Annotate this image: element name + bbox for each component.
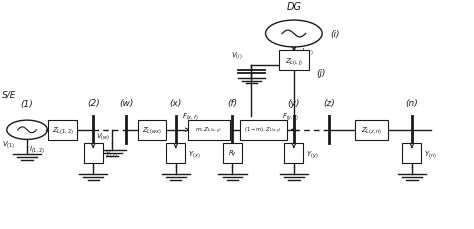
FancyBboxPatch shape (188, 120, 230, 140)
FancyBboxPatch shape (402, 144, 421, 164)
FancyBboxPatch shape (284, 144, 303, 164)
Text: S/E: S/E (2, 90, 17, 99)
Text: (x): (x) (170, 99, 182, 108)
Text: $(1-m).Z_{L(x,y)}$: $(1-m).Z_{L(x,y)}$ (244, 125, 282, 135)
Text: $Z_{L(z,n)}$: $Z_{L(z,n)}$ (361, 125, 383, 136)
Text: (1): (1) (21, 99, 34, 108)
Text: $Y_{(x)}$: $Y_{(x)}$ (188, 148, 200, 159)
FancyBboxPatch shape (279, 51, 309, 71)
Text: (2): (2) (87, 99, 100, 108)
Text: $V_{(1)}$: $V_{(1)}$ (2, 139, 16, 150)
Text: $Y_{(n)}$: $Y_{(n)}$ (424, 148, 437, 159)
Text: $F_{(y,f)}$: $F_{(y,f)}$ (283, 111, 299, 121)
Text: $m.Z_{L(x,y)}$: $m.Z_{L(x,y)}$ (195, 125, 222, 135)
FancyBboxPatch shape (138, 120, 166, 140)
Text: (z): (z) (323, 99, 335, 108)
Text: $Y_{(y)}$: $Y_{(y)}$ (306, 148, 318, 159)
FancyBboxPatch shape (239, 120, 287, 140)
Text: (f): (f) (228, 99, 237, 108)
Text: (y): (y) (288, 99, 300, 108)
Text: $R_f$: $R_f$ (228, 149, 237, 159)
Text: $V_{(w)}$: $V_{(w)}$ (96, 131, 109, 142)
FancyBboxPatch shape (166, 144, 185, 164)
Text: $Y_{(2)}$: $Y_{(2)}$ (105, 148, 118, 159)
FancyBboxPatch shape (84, 144, 102, 164)
Text: DG: DG (286, 2, 301, 12)
Text: (w): (w) (119, 99, 133, 108)
FancyBboxPatch shape (355, 120, 388, 140)
Text: $V_{(i)}$: $V_{(i)}$ (231, 50, 243, 61)
FancyBboxPatch shape (223, 144, 242, 164)
Text: (j): (j) (316, 69, 326, 78)
Text: $I_{(1,2)}$: $I_{(1,2)}$ (29, 143, 46, 154)
Text: $Z_{L(i,j)}$: $Z_{L(i,j)}$ (285, 56, 303, 66)
Text: (i): (i) (331, 30, 340, 39)
Text: $I_{(i,j)}$: $I_{(i,j)}$ (301, 46, 314, 57)
Text: (n): (n) (406, 99, 418, 108)
Text: $F_{(x,f)}$: $F_{(x,f)}$ (182, 111, 198, 121)
Text: $Z_{L(1,2)}$: $Z_{L(1,2)}$ (52, 125, 73, 136)
FancyBboxPatch shape (48, 120, 77, 140)
Text: $Z_{L(wx)}$: $Z_{L(wx)}$ (142, 125, 162, 136)
